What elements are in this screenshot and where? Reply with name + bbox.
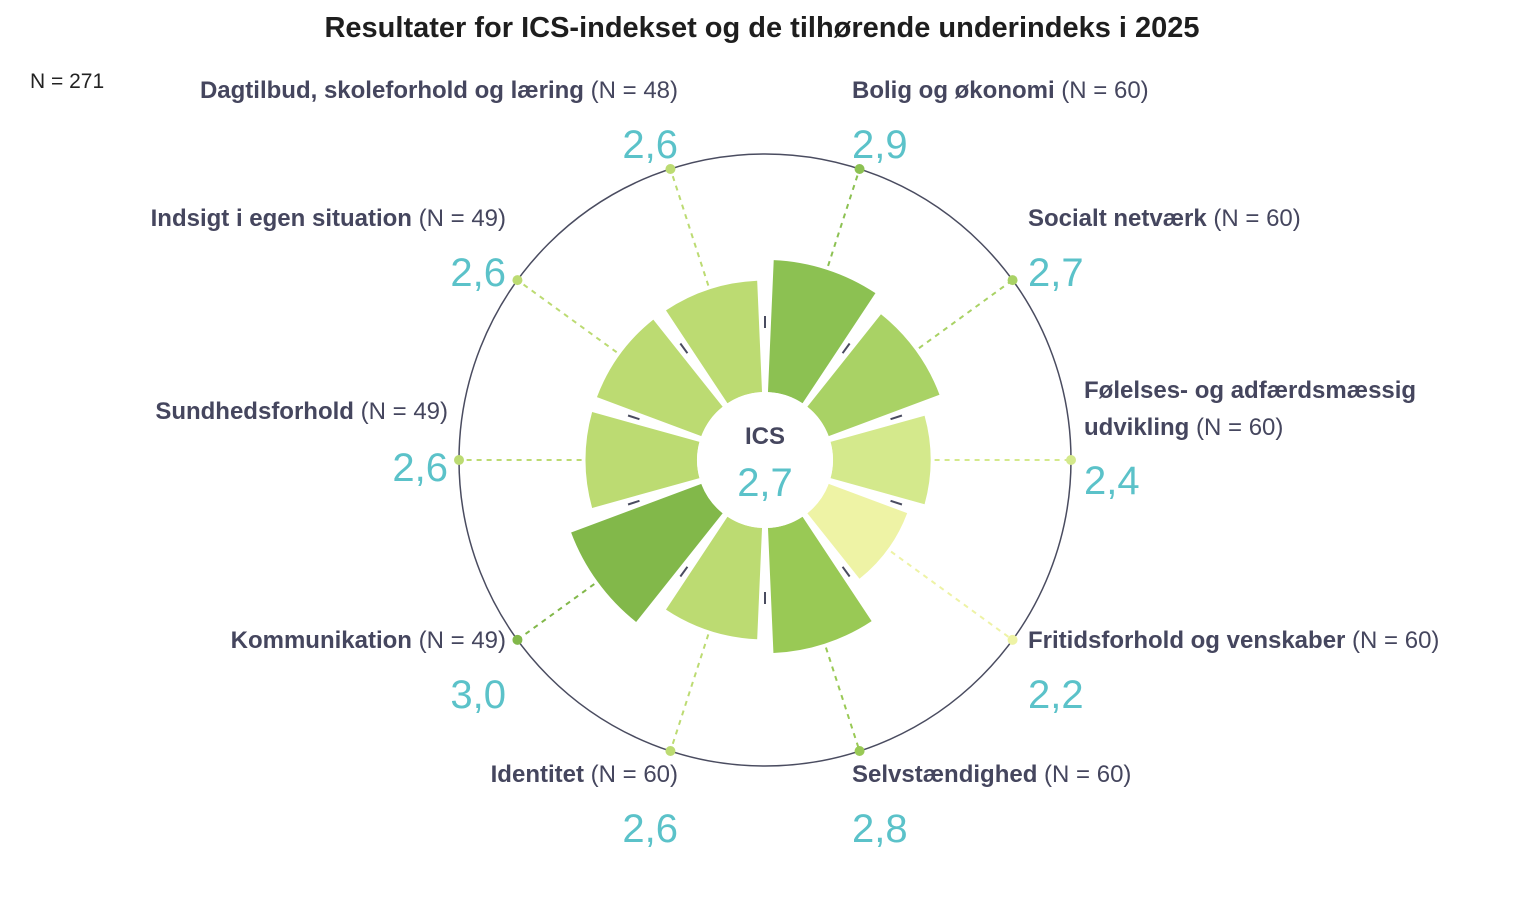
category-name-line-2: udvikling: [1084, 414, 1189, 441]
bar-6: [665, 516, 763, 640]
leaders-layer: [454, 163, 1076, 757]
category-label: Socialt netværk (N = 60): [1028, 205, 1301, 232]
category-n: (N = 60): [1345, 627, 1439, 654]
center-hole: [697, 392, 833, 528]
category-n: (N = 60): [584, 761, 678, 788]
category-value: 3,0: [450, 673, 506, 717]
category-name: Fritidsforhold og venskaber: [1028, 627, 1345, 654]
category-n: (N = 49): [412, 205, 506, 232]
category-label: Indsigt i egen situation (N = 49): [151, 205, 506, 232]
leader-dot: [512, 275, 523, 286]
leader-line: [516, 583, 595, 641]
leader-line: [516, 279, 618, 354]
category-value: 2,7: [1028, 251, 1084, 295]
bar-1: [767, 260, 876, 404]
bar-10: [665, 280, 763, 404]
category-label: Selvstændighed (N = 60): [852, 761, 1131, 788]
category-name: Bolig og økonomi: [852, 77, 1055, 104]
category-value: 2,8: [852, 807, 908, 851]
category-name: Kommunikation: [231, 627, 412, 654]
leader-dot: [665, 163, 676, 174]
category-label: Bolig og økonomi (N = 60): [852, 77, 1149, 104]
category-value: 2,2: [1028, 673, 1084, 717]
category-n: (N = 60): [1055, 77, 1149, 104]
category-label: Sundhedsforhold (N = 49): [155, 398, 448, 425]
category-value: 2,6: [392, 446, 448, 490]
category-label: Kommunikation (N = 49): [231, 627, 506, 654]
bars-layer: [571, 260, 940, 654]
leader-dot: [1007, 634, 1018, 645]
leader-line: [824, 647, 861, 752]
chart-title: Resultater for ICS-indekset og de tilhør…: [324, 12, 1200, 44]
total-n-label: N = 271: [30, 70, 105, 93]
leader-line: [669, 634, 710, 752]
leader-line: [918, 279, 1014, 349]
grid-tick: [841, 566, 851, 578]
grid-tick: [841, 342, 851, 354]
grid-tick: [627, 414, 640, 421]
bar-5: [767, 516, 872, 654]
leader-line: [890, 550, 1014, 641]
bar-9: [596, 319, 723, 437]
leader-dot: [1007, 275, 1018, 286]
category-value: 2,6: [450, 251, 506, 295]
center-value: 2,7: [737, 461, 793, 505]
category-n: (N = 60): [1037, 761, 1131, 788]
bar-2: [807, 314, 940, 437]
category-label: Dagtilbud, skoleforhold og læring (N = 4…: [200, 77, 678, 104]
leader-line: [669, 168, 710, 286]
category-n: (N = 60): [1207, 205, 1301, 232]
category-label: Identitet (N = 60): [491, 761, 678, 788]
category-label: Fritidsforhold og venskaber (N = 60): [1028, 627, 1439, 654]
grid-tick: [627, 499, 640, 506]
category-name: Socialt netværk: [1028, 205, 1207, 232]
grid-tick: [890, 499, 903, 506]
leader-dot: [854, 746, 865, 757]
category-value: 2,6: [622, 123, 678, 167]
category-n: (N = 49): [354, 398, 448, 425]
grid-tick: [679, 566, 689, 578]
center-label: ICS: [745, 423, 785, 450]
grid-tick: [679, 342, 689, 354]
category-n: (N = 49): [412, 627, 506, 654]
center-layer: ICS 2,7: [697, 392, 833, 528]
category-n: (N = 60): [1189, 414, 1283, 441]
leader-dot: [854, 163, 865, 174]
category-n: (N = 48): [584, 77, 678, 104]
category-name: Dagtilbud, skoleforhold og læring: [200, 77, 584, 104]
category-name: Sundhedsforhold: [155, 398, 354, 425]
leader-line: [827, 168, 861, 267]
category-value: 2,9: [852, 123, 908, 167]
bar-4: [807, 483, 908, 579]
category-value: 2,4: [1084, 459, 1140, 503]
category-name-line-1: Følelses- og adfærdsmæssig: [1084, 377, 1416, 404]
category-label: Følelses- og adfærdsmæssig udvikling (N =…: [1084, 377, 1416, 441]
category-value: 2,6: [622, 807, 678, 851]
leader-dot: [665, 746, 676, 757]
bar-8: [585, 412, 700, 508]
leader-dot: [512, 634, 523, 645]
labels-layer: Bolig og økonomi (N = 60) 2,9 Socialt netv…: [151, 77, 1440, 851]
bar-3: [830, 415, 931, 505]
category-name: Selvstændighed: [852, 761, 1037, 788]
category-name: Identitet: [491, 761, 584, 788]
leader-dot: [1066, 455, 1076, 465]
grid-tick: [890, 414, 903, 421]
category-name: Indsigt i egen situation: [151, 205, 412, 232]
leader-dot: [454, 455, 464, 465]
bar-7: [571, 483, 723, 622]
